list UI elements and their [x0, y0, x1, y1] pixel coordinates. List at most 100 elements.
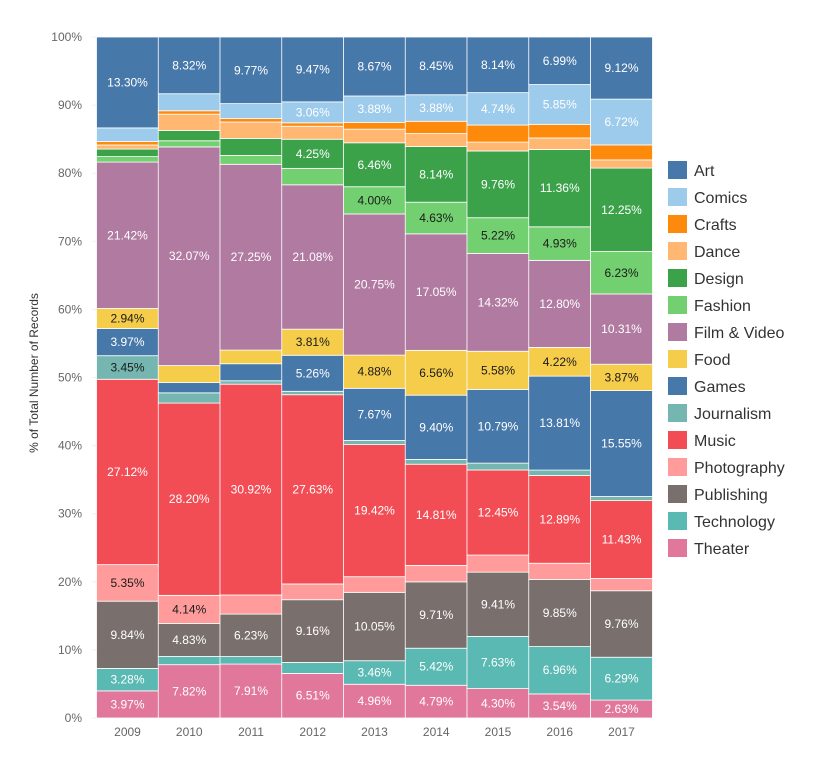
bar-segment-film-video — [466, 252, 530, 352]
data-label: 8.45% — [419, 59, 453, 73]
legend-item-photography: Photography — [668, 458, 785, 477]
bar-segment-film-video — [96, 161, 159, 309]
legend-item-food: Food — [668, 350, 730, 369]
data-label: 2.94% — [110, 312, 144, 326]
data-label: 6.96% — [543, 663, 577, 677]
legend-item-design: Design — [668, 269, 744, 288]
bar-segment-journalism — [343, 440, 406, 445]
legend-swatch — [668, 431, 687, 449]
bar-segment-art — [281, 36, 345, 103]
bar-segment-fashion — [219, 155, 283, 165]
legend-item-fashion: Fashion — [668, 296, 751, 315]
y-tick-label: 100% — [51, 30, 82, 44]
legend-swatch — [668, 350, 687, 368]
legend-item-film-video: Film & Video — [668, 323, 785, 342]
data-label: 7.67% — [357, 407, 391, 421]
bar-segment-art — [590, 36, 653, 100]
legend-item-journalism: Journalism — [668, 404, 771, 423]
bar-segment-publishing — [157, 623, 221, 657]
bar-segment-fashion — [157, 140, 221, 148]
data-label: 11.43% — [602, 533, 642, 547]
bar-segment-technology — [219, 656, 283, 665]
bar-segment-journalism — [281, 390, 345, 396]
data-label: 4.00% — [357, 193, 391, 207]
bar-segment-art — [96, 36, 159, 129]
data-label: 13.30% — [107, 75, 148, 89]
bar-segment-fashion — [528, 226, 592, 261]
bar-segment-fashion — [96, 156, 159, 163]
bar-segment-journalism — [466, 462, 530, 471]
data-label: 5.42% — [419, 660, 453, 674]
legend-label: Design — [694, 271, 744, 288]
bars — [96, 36, 653, 719]
bar-segment-design — [157, 130, 221, 142]
y-tick-label: 10% — [58, 643, 82, 657]
bar-segment-music — [343, 444, 406, 578]
data-label: 6.46% — [357, 158, 391, 172]
legend-label: Comics — [694, 190, 747, 207]
bar-segment-crafts — [590, 144, 653, 161]
bar-segment-games — [590, 390, 653, 497]
legend-label: Crafts — [694, 217, 737, 234]
bar-segment-technology — [157, 656, 221, 666]
data-label: 5.22% — [481, 229, 515, 243]
bar-segment-dance — [404, 133, 468, 147]
bar-segment-dance — [96, 144, 159, 150]
x-tick-label: 2012 — [299, 725, 326, 739]
legend-item-art: Art — [668, 161, 715, 180]
data-label: 8.14% — [419, 167, 453, 181]
data-label: 3.54% — [543, 699, 577, 713]
bar-segment-photography — [157, 594, 221, 624]
legend-swatch — [668, 404, 687, 422]
bar-segment-publishing — [404, 581, 468, 649]
data-label: 8.32% — [172, 58, 206, 72]
legend-item-games: Games — [668, 377, 746, 396]
data-label: 4.74% — [481, 102, 515, 116]
bar-segment-dance — [590, 159, 653, 169]
bar-segment-dance — [219, 121, 283, 139]
legend-swatch — [668, 161, 687, 179]
bar-segment-journalism — [528, 469, 592, 476]
bar-segment-comics — [157, 93, 221, 112]
data-label: 28.20% — [169, 492, 210, 506]
bar-segment-photography — [404, 565, 468, 583]
data-label: 6.23% — [234, 628, 268, 642]
bar-segment-comics — [466, 92, 530, 126]
bar-segment-photography — [590, 578, 653, 592]
bar-segment-dance — [343, 128, 406, 144]
bar-segment-theater — [343, 683, 406, 719]
bar-segment-music — [219, 383, 283, 596]
x-tick-label: 2017 — [608, 725, 635, 739]
data-label: 7.82% — [172, 684, 206, 698]
y-tick-label: 40% — [58, 439, 82, 453]
bar-segment-design — [590, 167, 653, 252]
legend-swatch — [668, 539, 687, 557]
x-axis-ticks: 2009 2010 2011 2012 2013 2014 2015 2016 2017 — [114, 725, 635, 739]
data-label: 6.29% — [604, 672, 638, 686]
data-label: 12.25% — [601, 203, 642, 217]
bar-segment-fashion — [281, 167, 345, 186]
legend-item-publishing: Publishing — [668, 485, 768, 504]
bar-segment-publishing — [528, 579, 592, 647]
data-label: 4.79% — [419, 695, 453, 709]
y-tick-label: 60% — [58, 302, 82, 316]
data-label: 4.93% — [543, 237, 577, 251]
bar-segment-music — [157, 402, 221, 596]
data-label: 4.25% — [296, 147, 330, 161]
bar-segment-design — [343, 142, 406, 188]
data-label: 27.63% — [292, 482, 333, 496]
legend-item-crafts: Crafts — [668, 215, 737, 234]
bar-segment-photography — [343, 576, 406, 593]
bar-segment-games — [219, 363, 283, 382]
bar-segment-journalism — [157, 392, 221, 404]
bar-segment-film-video — [528, 259, 592, 348]
legend-swatch — [668, 215, 687, 233]
bar-segment-photography — [281, 583, 345, 601]
bar-segment-theater — [404, 684, 468, 719]
x-tick-label: 2010 — [176, 725, 203, 739]
bar-segment-journalism — [590, 496, 653, 502]
bar-segment-art — [219, 36, 283, 105]
legend-label: Photography — [694, 460, 785, 477]
data-label: 4.83% — [172, 633, 206, 647]
data-label: 9.16% — [296, 624, 330, 638]
